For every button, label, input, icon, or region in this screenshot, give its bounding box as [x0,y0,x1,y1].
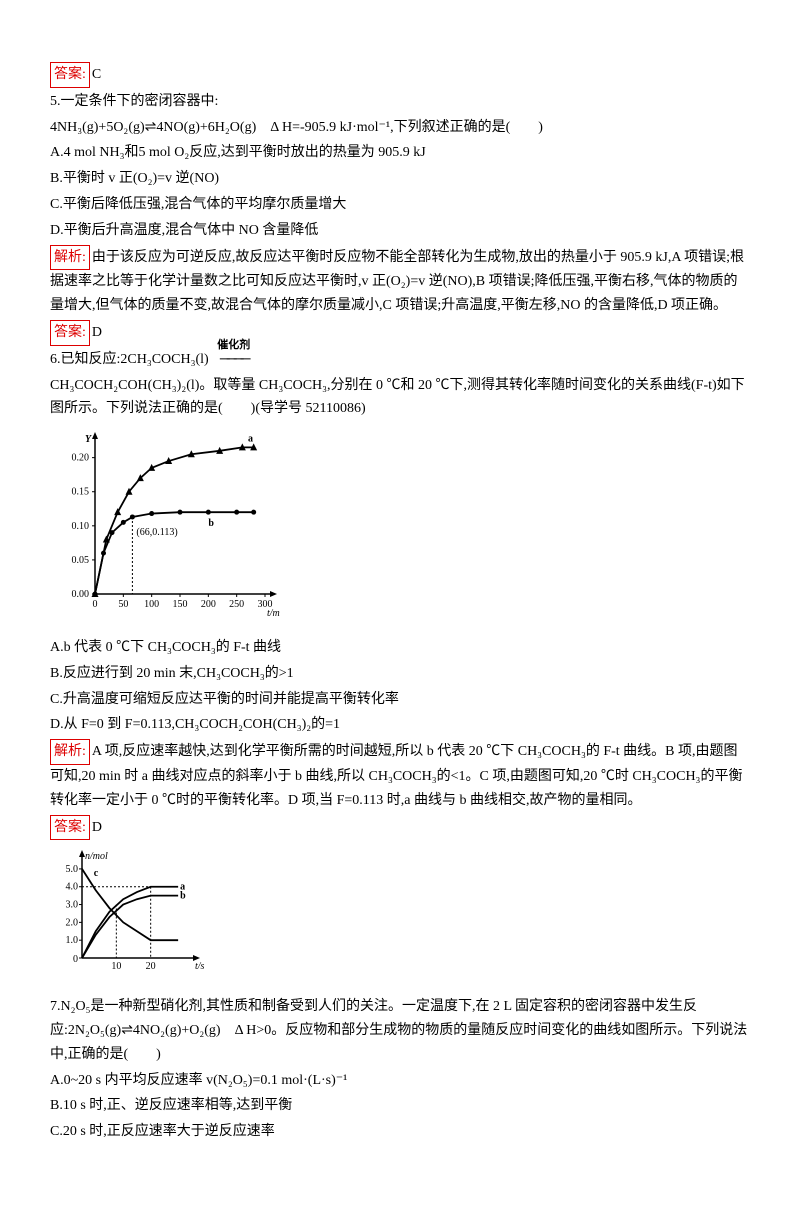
q7-intro-line: 7.N₂O₅是一种新型硝化剂,其性质和制备受到人们的关注。一定温度下,在 2 L… [50,995,750,1066]
q5-intro-text: 一定条件下的密闭容器中: [61,94,219,109]
svg-text:b: b [208,518,214,529]
q5-intro: 5.一定条件下的密闭容器中: [50,90,750,114]
svg-text:a: a [248,434,253,445]
svg-text:0.10: 0.10 [72,521,90,532]
reaction-arrow-icon: 催化剂──── [209,348,259,372]
svg-text:1.0: 1.0 [66,936,79,947]
analysis-label: 解析: [50,245,90,271]
q6-answer-line: 答案:D [50,815,750,841]
q7-num: 7. [50,999,61,1014]
svg-text:20: 20 [146,961,156,972]
q6-analysis: A 项,反应速率越快,达到化学平衡所需的时间越短,所以 b 代表 20 ℃下 C… [50,744,742,808]
svg-text:b: b [180,891,186,902]
q6-prod: CH₃COCH₂COH(CH₃)₂(l)。取等量 CH₃COCH₃,分别在 0 … [50,374,750,422]
q5-analysis-line: 解析:由于该反应为可逆反应,故反应达平衡时反应物不能全部转化为生成物,放出的热量… [50,245,750,318]
q7-chart: 1.02.03.04.05.001020n/molt/sabc [50,848,750,987]
svg-text:150: 150 [173,599,188,610]
q6-optA: A.b 代表 0 ℃下 CH₃COCH₃的 F-t 曲线 [50,636,750,660]
svg-text:t/s: t/s [195,961,205,972]
svg-text:4.0: 4.0 [66,882,79,893]
svg-text:0.05: 0.05 [72,555,90,566]
q5-answer: D [92,325,102,340]
svg-text:0: 0 [73,954,78,965]
svg-text:250: 250 [229,599,244,610]
catalyst-label: 催化剂 [209,336,259,355]
q4-answer: C [92,67,101,82]
q5-optB: B.平衡时 v 正(O₂)=v 逆(NO) [50,167,750,191]
q7-optB: B.10 s 时,正、逆反应速率相等,达到平衡 [50,1094,750,1118]
q7-intro: N₂O₅是一种新型硝化剂,其性质和制备受到人们的关注。一定温度下,在 2 L 固… [50,999,747,1062]
q6-intro: 已知反应:2CH₃COCH₃(l) [61,352,209,367]
q5-optD: D.平衡后升高温度,混合气体中 NO 含量降低 [50,219,750,243]
q5-analysis: 由于该反应为可逆反应,故反应达平衡时反应物不能全部转化为生成物,放出的热量小于 … [50,250,744,314]
svg-text:c: c [94,868,99,879]
answer-label: 答案: [50,62,90,88]
svg-text:t/min: t/min [267,608,280,619]
conversion-chart: 0.000.050.100.150.20050100150200250300Yt… [50,429,280,619]
q5-answer-line: 答案:D [50,320,750,346]
q6-optB: B.反应进行到 20 min 末,CH₃COCH₃的>1 [50,662,750,686]
q4-answer-line: 答案:C [50,62,750,88]
svg-text:0: 0 [93,599,98,610]
svg-text:0.15: 0.15 [72,487,90,498]
svg-text:3.0: 3.0 [66,900,79,911]
svg-text:10: 10 [111,961,121,972]
q6-answer: D [92,820,102,835]
svg-text:(66,0.113): (66,0.113) [136,527,177,538]
q6-chart: 0.000.050.100.150.20050100150200250300Yt… [50,429,750,628]
answer-label: 答案: [50,320,90,346]
svg-text:200: 200 [201,599,216,610]
q6-optD: D.从 F=0 到 F=0.113,CH₃COCH₂COH(CH₃)₂的=1 [50,713,750,737]
q5-equation: 4NH₃(g)+5O₂(g)⇌4NO(g)+6H₂O(g) Δ H=-905.9… [50,116,750,140]
q5-optA: A.4 mol NH₃和5 mol O₂反应,达到平衡时放出的热量为 905.9… [50,141,750,165]
q7-optC: C.20 s 时,正反应速率大于逆反应速率 [50,1120,750,1144]
svg-text:Y: Y [85,434,92,445]
svg-text:0.20: 0.20 [72,453,90,464]
svg-text:n/mol: n/mol [85,851,108,862]
svg-text:100: 100 [144,599,159,610]
analysis-label: 解析: [50,739,90,765]
q7-optA: A.0~20 s 内平均反应速率 v(N₂O₅)=0.1 mol·(L·s)⁻¹ [50,1069,750,1093]
q5-optC: C.平衡后降低压强,混合气体的平均摩尔质量增大 [50,193,750,217]
q5-num: 5. [50,94,61,109]
q6-analysis-line: 解析:A 项,反应速率越快,达到化学平衡所需的时间越短,所以 b 代表 20 ℃… [50,739,750,812]
answer-label: 答案: [50,815,90,841]
svg-text:50: 50 [118,599,128,610]
svg-text:5.0: 5.0 [66,864,79,875]
q6-intro-line: 6.已知反应:2CH₃COCH₃(l)催化剂──── [50,348,750,372]
mole-chart: 1.02.03.04.05.001020n/molt/sabc [50,848,210,978]
svg-text:2.0: 2.0 [66,918,79,929]
svg-text:0.00: 0.00 [72,589,90,600]
q6-optC: C.升高温度可缩短反应达平衡的时间并能提高平衡转化率 [50,688,750,712]
q6-num: 6. [50,352,61,367]
